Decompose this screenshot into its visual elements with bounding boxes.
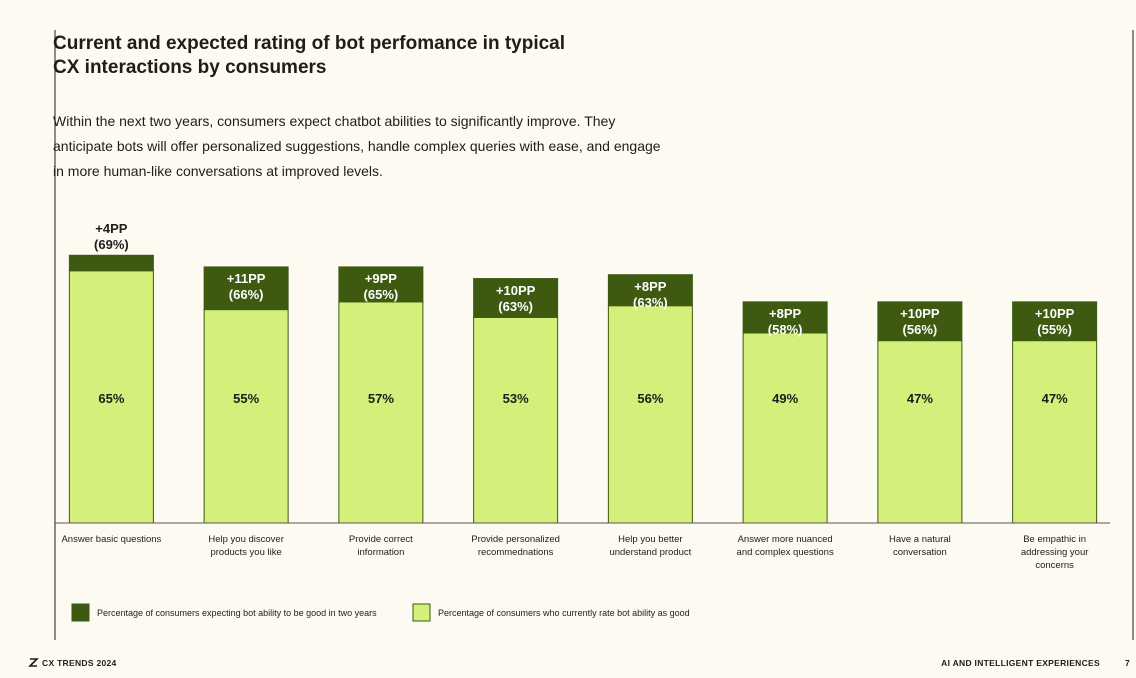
legend-label: Percentage of consumers expecting bot ab…	[97, 608, 377, 618]
value-label: +8PP	[769, 305, 802, 321]
value-label: 47%	[906, 391, 933, 406]
bar-segment	[607, 305, 693, 524]
chart-title: Current and expected rating of bot perfo…	[53, 33, 566, 78]
value-label: 47%	[1041, 391, 1068, 406]
bar-segment	[1012, 301, 1098, 342]
bar-segment	[338, 301, 424, 524]
value-label: 49%	[772, 391, 799, 406]
value-label: +11PP	[226, 270, 266, 286]
bar-segment	[742, 332, 828, 524]
legend-swatch	[412, 603, 431, 622]
bar-segment	[742, 301, 828, 334]
x-tick-label: Help you better understand product	[609, 534, 692, 558]
bar-segment	[877, 301, 963, 342]
value-label: +9PP	[364, 270, 397, 286]
bar-segment	[338, 266, 424, 303]
bar-segment	[203, 309, 289, 524]
bar-segment	[877, 340, 963, 524]
total-label: (56%)	[902, 321, 938, 337]
chart-subtitle: Within the next two years, consumers exp…	[53, 113, 661, 179]
total-label: (63%)	[498, 298, 533, 314]
x-tick-label: Be empathic in addressing your concerns	[1020, 534, 1089, 571]
value-label: 56%	[637, 391, 664, 406]
total-label: (65%)	[363, 286, 399, 302]
value-label: +10PP	[495, 282, 536, 298]
bar-segment	[473, 278, 559, 318]
value-label: +4PP	[95, 221, 128, 237]
bar-segment	[1012, 340, 1098, 524]
total-label: (63%)	[633, 294, 668, 310]
value-label: 55%	[233, 391, 260, 406]
x-tick-label: Answer more nuanced and complex question…	[736, 534, 834, 558]
bar-segment	[473, 316, 559, 524]
total-label: (66%)	[228, 286, 264, 302]
value-label: 65%	[98, 391, 125, 406]
total-label: (58%)	[767, 321, 803, 337]
value-label: 57%	[367, 391, 394, 406]
x-tick-label: Answer basic questions	[61, 534, 162, 545]
x-tick-label: Help you discover products you like	[208, 534, 284, 558]
value-label: +10PP	[900, 305, 940, 321]
bar-segment	[68, 270, 154, 524]
logo	[28, 658, 39, 667]
x-tick-label: Have a natural conversation	[888, 534, 951, 558]
x-tick-label: Provide correct information	[348, 534, 413, 558]
legend-swatch	[71, 603, 90, 622]
footer-section: AI AND INTELLIGENT EXPERIENCES	[941, 658, 1100, 668]
total-label: (69%)	[94, 237, 129, 253]
x-tick-label: Provide personalized recommednations	[471, 534, 560, 558]
legend-label: Percentage of consumers who currently ra…	[438, 608, 690, 618]
page-number: 7	[1124, 658, 1130, 668]
value-label: +10PP	[1034, 305, 1075, 321]
value-label: +8PP	[634, 278, 667, 294]
total-label: (55%)	[1037, 321, 1072, 337]
value-label: 53%	[502, 391, 529, 406]
bar-segment	[607, 274, 693, 307]
bar-segment	[203, 266, 289, 311]
bar-segment	[68, 254, 154, 272]
footer-left: CX TRENDS 2024	[42, 658, 117, 668]
